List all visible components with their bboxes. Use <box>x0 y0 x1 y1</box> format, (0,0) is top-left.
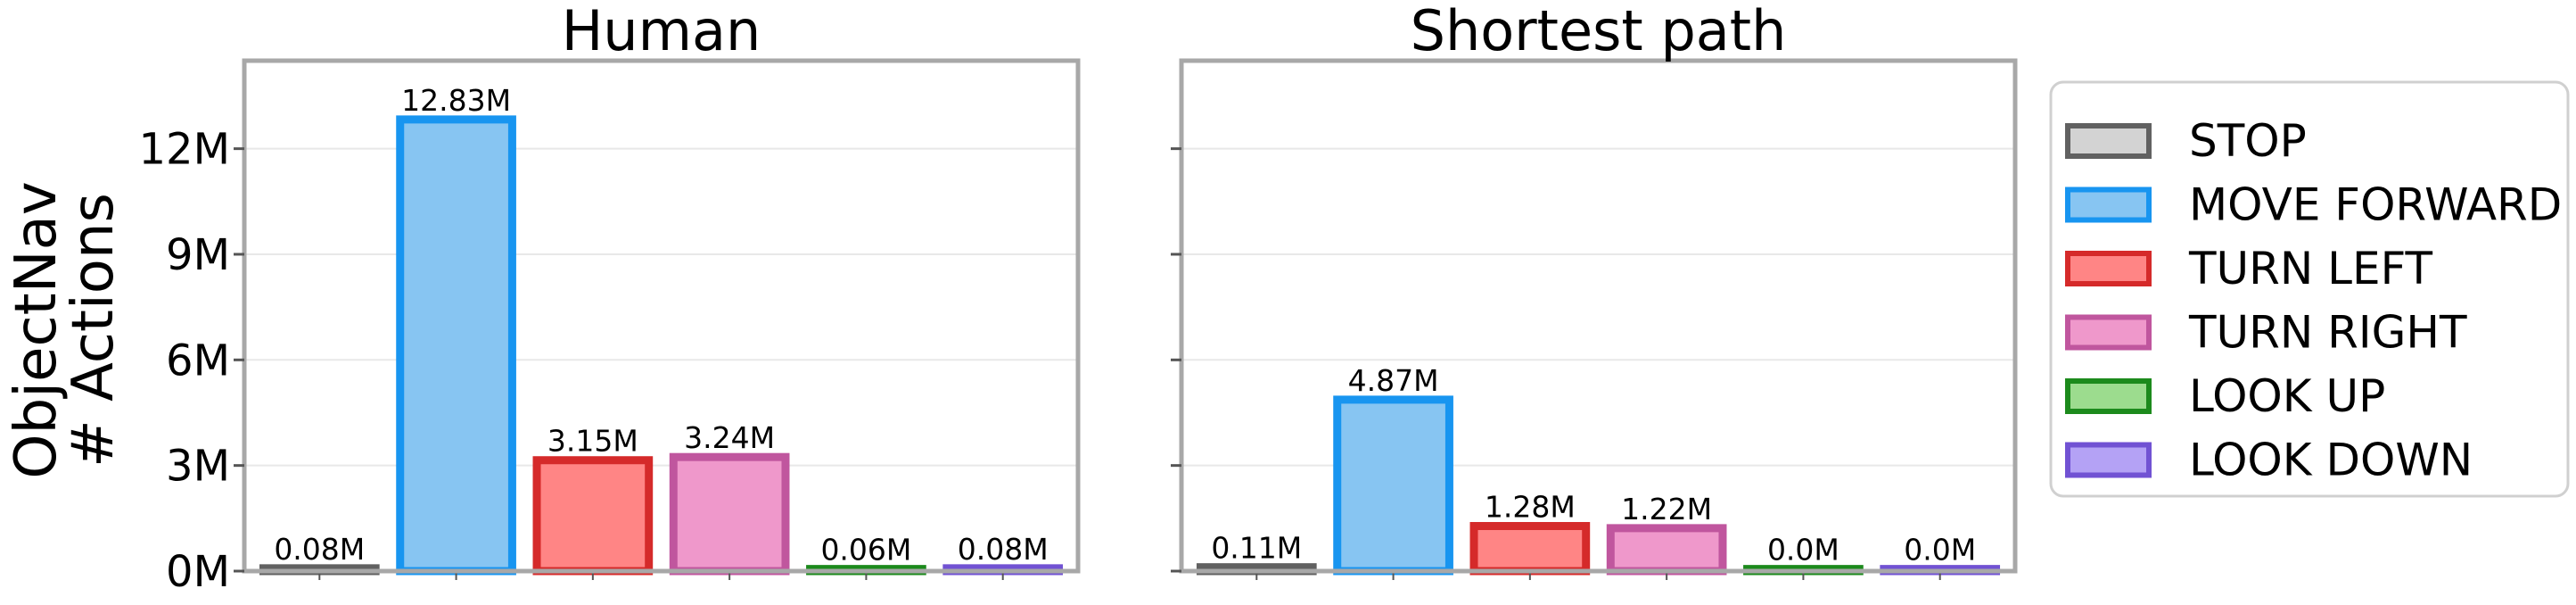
bar-value-label: 1.22M <box>1621 492 1712 526</box>
bar-value-label: 0.0M <box>1767 533 1839 568</box>
y-tick-label: 3M <box>166 442 230 492</box>
legend-swatch-look-up <box>2065 378 2152 414</box>
y-axis-label-line-2: # Actions <box>61 193 127 468</box>
legend-swatch-move-forward <box>2065 186 2152 223</box>
bar-move-forward <box>396 115 516 576</box>
axes-frame <box>242 58 1081 574</box>
bar-move-forward <box>1333 395 1453 576</box>
legend-swatch-turn-right <box>2065 314 2152 351</box>
legend-swatch-turn-left <box>2065 251 2152 286</box>
panel-title: Shortest path <box>1411 0 1787 63</box>
y-tick-label: 0M <box>166 547 230 597</box>
bar-turn-left <box>1469 522 1591 576</box>
legend: STOP MOVE FORWARD TURN LEFT TURN RIGHT LOOK … <box>2049 80 2570 498</box>
bar-value-label: 12.83M <box>401 83 511 118</box>
bar-value-label: 3.15M <box>547 424 638 459</box>
bar-turn-left <box>532 456 654 576</box>
y-axis-label-line-1: ObjectNav <box>4 181 70 478</box>
panel-0: 0.08M 12.83M 3.15M 3.24M 0.06M 0.08M 0M 3M 6M 9M 1… <box>139 0 1081 597</box>
legend-label-turn-left: TURN LEFT <box>2188 243 2433 294</box>
y-tick-label: 12M <box>139 125 231 175</box>
legend-label-look-down: LOOK DOWN <box>2189 435 2473 486</box>
bar-turn-right <box>1606 524 1727 576</box>
axes-frame <box>1179 58 2018 574</box>
legend-swatch-look-down <box>2065 442 2152 478</box>
bar-value-label: 0.08M <box>274 532 365 567</box>
legend-swatch-stop <box>2065 123 2152 159</box>
bar-value-label: 0.0M <box>1904 533 1976 568</box>
legend-label-turn-right: TURN RIGHT <box>2188 307 2467 359</box>
bar-value-label: 0.06M <box>820 533 911 568</box>
bar-value-label: 4.87M <box>1348 363 1439 398</box>
panel-1: 0.11M 4.87M 1.28M 1.22M 0.0M 0.0M Shortest pat… <box>1171 0 2018 580</box>
chart-panels: 0.08M 12.83M 3.15M 3.24M 0.06M 0.08M 0M 3M 6M 9M 1… <box>139 0 2018 597</box>
y-tick-label: 9M <box>166 230 230 280</box>
bar-value-label: 1.28M <box>1485 490 1576 525</box>
bar-turn-right <box>669 452 790 576</box>
legend-label-stop: STOP <box>2189 115 2307 167</box>
legend-frame <box>2049 80 2570 498</box>
y-tick-label: 6M <box>166 336 230 385</box>
bar-value-label: 0.11M <box>1211 531 1302 566</box>
legend-label-move-forward: MOVE FORWARD <box>2189 179 2562 231</box>
bar-value-label: 3.24M <box>684 420 775 455</box>
bar-value-label: 0.08M <box>958 532 1049 567</box>
legend-label-look-up: LOOK UP <box>2189 370 2385 422</box>
panel-title: Human <box>562 0 761 63</box>
